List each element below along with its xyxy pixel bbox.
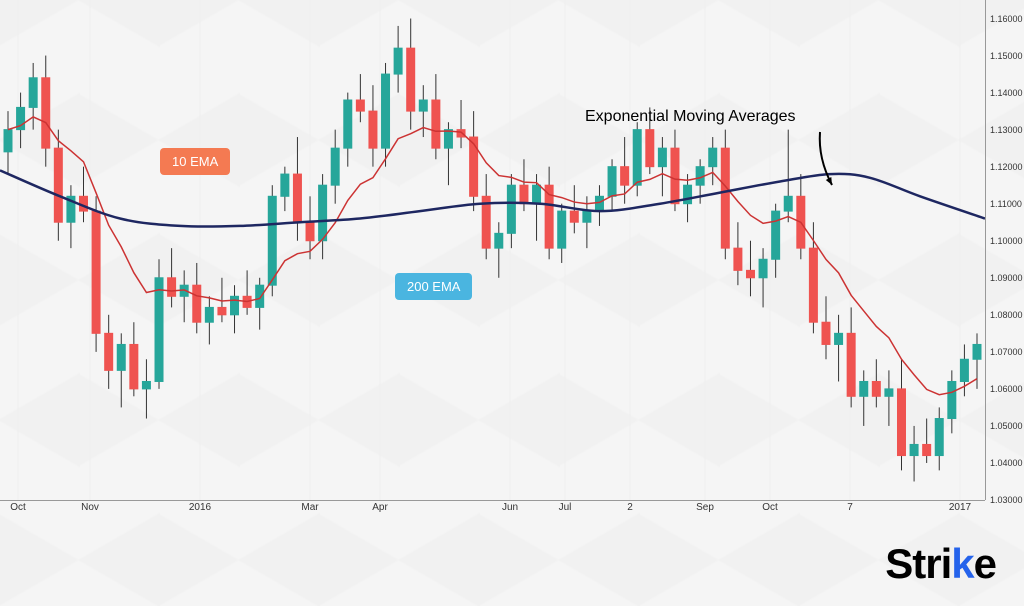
y-tick-label: 1.05000 [990,421,1023,431]
x-tick-label: Oct [10,502,26,513]
x-tick-label: 7 [847,502,853,513]
chart-svg-layer [0,0,985,500]
x-tick-label: 2017 [949,502,971,513]
annotation-title: Exponential Moving Averages [585,108,796,126]
y-tick-label: 1.06000 [990,384,1023,394]
y-tick-label: 1.14000 [990,88,1023,98]
x-tick-label: Mar [301,502,318,513]
x-tick-label: Oct [762,502,778,513]
y-tick-label: 1.13000 [990,125,1023,135]
ema200-label-text: 200 EMA [407,279,460,294]
y-tick-label: 1.12000 [990,162,1023,172]
y-tick-label: 1.08000 [990,310,1023,320]
x-tick-label: Nov [81,502,99,513]
x-tick-label: Jul [559,502,572,513]
brand-logo: Strike [885,540,996,588]
y-axis: 1.030001.040001.050001.060001.070001.080… [985,0,1024,500]
brand-text-2: e [974,540,996,587]
y-tick-label: 1.11000 [990,199,1022,209]
ema200-label-badge: 200 EMA [395,273,472,300]
y-tick-label: 1.15000 [990,51,1023,61]
brand-text-1: Stri [885,540,951,587]
x-tick-label: Jun [502,502,518,513]
y-tick-label: 1.10000 [990,236,1023,246]
y-tick-label: 1.04000 [990,458,1023,468]
chart-plot-area [0,0,985,500]
y-tick-label: 1.03000 [990,495,1023,505]
x-tick-label: Sep [696,502,714,513]
x-axis-line [0,500,985,501]
brand-accent-char: k [951,540,973,588]
x-tick-label: 2 [627,502,633,513]
y-tick-label: 1.07000 [990,347,1023,357]
ema10-label-badge: 10 EMA [160,148,230,175]
y-tick-label: 1.16000 [990,14,1023,24]
ema10-label-text: 10 EMA [172,154,218,169]
x-tick-label: Apr [372,502,388,513]
y-tick-label: 1.09000 [990,273,1023,283]
x-tick-label: 2016 [189,502,211,513]
